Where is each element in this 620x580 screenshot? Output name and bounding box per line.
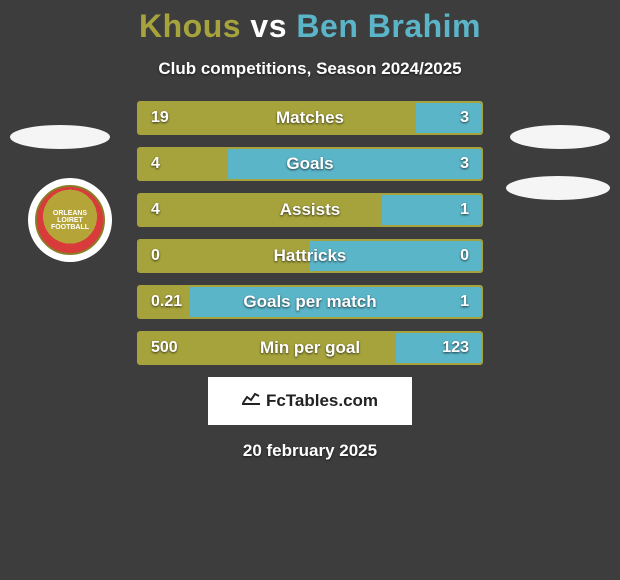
badge-line1: ORLEANS <box>53 210 87 217</box>
club-badge-inner: ORLEANS LOIRET FOOTBALL <box>35 185 105 255</box>
stat-value-right: 1 <box>460 201 469 219</box>
stat-value-left: 4 <box>151 201 160 219</box>
stat-row: Assists41 <box>137 193 483 227</box>
stat-fill-right <box>310 241 481 271</box>
chart-icon <box>242 391 260 409</box>
comparison-title: Khous vs Ben Brahim <box>0 8 620 45</box>
date-text: 20 february 2025 <box>0 441 620 461</box>
stat-row: Min per goal500123 <box>137 331 483 365</box>
stat-row: Goals43 <box>137 147 483 181</box>
subtitle: Club competitions, Season 2024/2025 <box>0 59 620 79</box>
stat-value-left: 0 <box>151 247 160 265</box>
stat-fill-left <box>139 195 382 225</box>
stat-value-right: 1 <box>460 293 469 311</box>
decor-ellipse-left <box>10 125 110 149</box>
badge-line3: FOOTBALL <box>51 224 89 231</box>
stat-value-right: 3 <box>460 109 469 127</box>
stat-value-left: 0.21 <box>151 293 182 311</box>
player1-name: Khous <box>139 8 241 44</box>
player2-name: Ben Brahim <box>296 8 481 44</box>
vs-text: vs <box>250 8 287 44</box>
brand-text: FcTables.com <box>266 391 378 411</box>
stat-fill-left <box>139 103 416 133</box>
decor-ellipse-right-2 <box>506 176 610 200</box>
stat-value-right: 3 <box>460 155 469 173</box>
stat-value-left: 500 <box>151 339 178 357</box>
club-badge: ORLEANS LOIRET FOOTBALL <box>28 178 112 262</box>
stat-fill-left <box>139 241 310 271</box>
brand-box: FcTables.com <box>208 377 412 425</box>
stat-fill-right <box>190 287 481 317</box>
stat-value-left: 19 <box>151 109 169 127</box>
stat-fill-right <box>228 149 481 179</box>
stat-value-right: 0 <box>460 247 469 265</box>
stat-fill-right <box>416 103 481 133</box>
stat-row: Matches193 <box>137 101 483 135</box>
stat-row: Hattricks00 <box>137 239 483 273</box>
decor-ellipse-right-1 <box>510 125 610 149</box>
stat-row: Goals per match0.211 <box>137 285 483 319</box>
stat-value-right: 123 <box>442 339 469 357</box>
stats-container: Matches193Goals43Assists41Hattricks00Goa… <box>137 101 483 365</box>
badge-line2: LOIRET <box>57 217 83 224</box>
stat-value-left: 4 <box>151 155 160 173</box>
